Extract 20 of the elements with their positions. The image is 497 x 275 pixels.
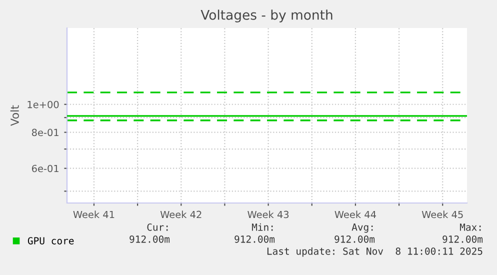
- text: 912.00m: [130, 235, 170, 243]
- text: Min:: [252, 223, 273, 231]
- x-tick-label: Week 42: [160, 210, 202, 218]
- y-axis-title: Volt: [10, 105, 19, 126]
- y-tick-label: 8e-01: [32, 128, 58, 136]
- y-tick-label: 1e+00: [28, 100, 59, 108]
- x-tick-label: Week 41: [73, 210, 114, 218]
- text: Cur:: [147, 223, 168, 231]
- x-tick-label: Week 43: [248, 210, 289, 218]
- legend-label: GPU core: [28, 237, 74, 244]
- text: Last update: Sat Nov 8 11:00:11 2025: [267, 247, 482, 257]
- text: 912.00m: [442, 235, 483, 243]
- text: Avg:: [352, 224, 373, 233]
- x-tick-label: Week 45: [422, 210, 463, 218]
- x-tick-label: Week 44: [334, 210, 376, 218]
- chart-title: Voltages - by month: [200, 10, 332, 22]
- text: Max:: [460, 224, 481, 231]
- text: 912.00m: [234, 235, 275, 243]
- text: 912.00m: [334, 235, 375, 243]
- y-tick-label: 6e-01: [32, 164, 58, 172]
